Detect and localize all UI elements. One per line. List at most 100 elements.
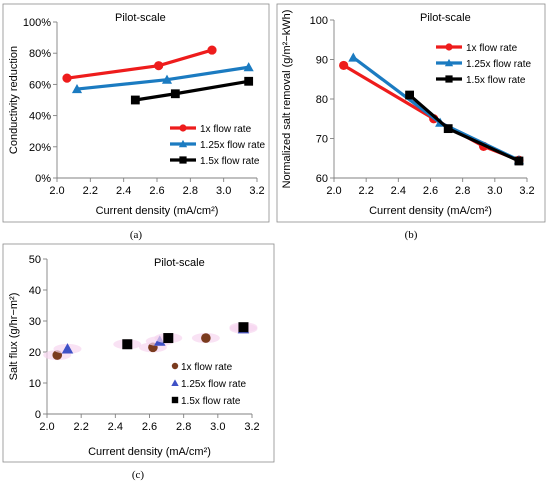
data-point xyxy=(244,76,254,86)
data-point xyxy=(405,90,414,100)
data-point xyxy=(201,333,211,343)
panel-a-frame xyxy=(2,3,270,223)
legend-entry: 1.25x flow rate xyxy=(436,58,531,70)
data-point xyxy=(443,124,453,134)
x-tick-label: 3.0 xyxy=(487,185,502,197)
x-tick-label: 2.2 xyxy=(359,185,374,197)
x-tick-label: 2.6 xyxy=(423,185,438,197)
x-tick-label: 2.0 xyxy=(49,185,64,197)
legend-marker xyxy=(171,396,179,404)
series-2 xyxy=(71,62,254,94)
legend-marker xyxy=(445,75,453,83)
y-tick-label: 40% xyxy=(29,111,51,123)
legend-label: 1.25x flow rate xyxy=(181,379,246,390)
x-tick-label: 3.0 xyxy=(210,421,225,433)
x-tick-label: 3.2 xyxy=(519,185,534,197)
data-point xyxy=(61,343,74,354)
data-point xyxy=(514,156,524,166)
chart-title: Pilot-scale xyxy=(420,12,471,24)
x-tick-label: 3.0 xyxy=(216,185,231,197)
x-tick-label: 2.2 xyxy=(74,421,89,433)
chart-title: Pilot-scale xyxy=(154,257,205,269)
legend-marker xyxy=(171,379,179,386)
panel-a: (a) 2.0 2.2 2.4 2.6 2.8 3.0 3.2 0% 20% 40% 60% 80% 1… xyxy=(2,3,270,241)
legend-marker xyxy=(179,124,187,132)
x-tick-label: 2.2 xyxy=(83,185,98,197)
y-tick-label: 10 xyxy=(29,378,41,390)
y-tick-label: 80% xyxy=(29,48,51,60)
data-point xyxy=(154,61,164,71)
x-tick-label: 2.8 xyxy=(183,185,198,197)
data-point xyxy=(339,60,349,71)
y-tick-label: 20 xyxy=(29,347,41,359)
y-tick-label: 40 xyxy=(29,285,41,297)
legend-label: 1.5x flow rate xyxy=(200,156,260,167)
x-tick-label: 2.8 xyxy=(455,185,470,197)
legend-label: 1.25x flow rate xyxy=(466,59,531,70)
x-tick-label: 2.0 xyxy=(39,421,54,433)
series-1 xyxy=(62,45,217,83)
legend-marker xyxy=(179,156,187,164)
x-tick-label: 2.0 xyxy=(326,185,341,197)
series-3 xyxy=(113,322,258,350)
x-axis-label: Current density (mA/cm²) xyxy=(88,446,211,458)
legend-entry: 1.5x flow rate xyxy=(170,156,260,167)
legend-label: 1.5x flow rate xyxy=(181,396,241,407)
data-point xyxy=(62,73,72,83)
y-tick-label: 60 xyxy=(316,173,328,185)
legend-label: 1x flow rate xyxy=(181,362,233,373)
legend-entry: 1.25x flow rate xyxy=(171,379,246,390)
x-tick-label: 3.2 xyxy=(249,185,264,197)
legend-entry: 1x flow rate xyxy=(170,124,252,135)
legend-entry: 1.25x flow rate xyxy=(170,139,265,151)
x-tick-label: 2.4 xyxy=(391,185,406,197)
x-axis-label: Current density (mA/cm²) xyxy=(369,205,492,217)
x-axis-label: Current density (mA/cm²) xyxy=(96,205,219,217)
legend-label: 1x flow rate xyxy=(466,43,518,54)
legend-marker xyxy=(444,58,454,67)
x-tick-label: 2.6 xyxy=(142,421,157,433)
x-tick-label: 3.2 xyxy=(244,421,259,433)
panel-b: (b) 2.0 2.2 2.4 2.6 2.8 3.0 3.2 60 70 80 90 100 Pilo… xyxy=(276,3,546,241)
legend-marker xyxy=(171,362,179,370)
x-tick-label: 2.4 xyxy=(116,185,131,197)
panel-a-caption: (a) xyxy=(130,229,143,241)
y-tick-label: 0% xyxy=(35,173,51,185)
data-point xyxy=(130,95,140,105)
y-tick-label: 90 xyxy=(316,55,328,67)
legend-marker xyxy=(445,43,453,51)
y-axis-label: Salt flux (g/hr−m²) xyxy=(8,293,20,381)
panel-b-frame xyxy=(276,3,546,223)
data-point xyxy=(207,45,217,55)
legend-label: 1.25x flow rate xyxy=(200,140,265,151)
panel-c-caption: (c) xyxy=(132,469,145,481)
x-tick-label: 2.8 xyxy=(176,421,191,433)
data-point xyxy=(238,322,249,333)
legend-entry: 1x flow rate xyxy=(171,362,233,373)
x-tick-label: 2.4 xyxy=(108,421,123,433)
legend-label: 1.5x flow rate xyxy=(466,75,526,86)
data-point xyxy=(163,333,174,344)
series-3 xyxy=(405,90,524,166)
legend-entry: 1x flow rate xyxy=(436,43,518,54)
panel-c: (c) 2.0 2.2 2.4 2.6 2.8 3.0 3.2 0 10 20 30 40 50 Pilo… xyxy=(2,243,275,481)
y-axis-label: Normalized salt removal (g/m²−kWh) xyxy=(281,10,293,189)
data-point xyxy=(71,84,83,94)
y-tick-label: 80 xyxy=(316,94,328,106)
data-point xyxy=(161,74,173,84)
y-axis-label: Conductivity reduction xyxy=(8,46,20,154)
y-tick-label: 100 xyxy=(310,15,328,27)
y-tick-label: 20% xyxy=(29,142,51,154)
y-tick-label: 60% xyxy=(29,79,51,91)
legend-marker xyxy=(178,139,188,148)
data-point xyxy=(122,339,133,350)
x-tick-label: 2.6 xyxy=(149,185,164,197)
y-tick-label: 30 xyxy=(29,316,41,328)
chart-title: Pilot-scale xyxy=(115,12,166,24)
y-tick-label: 0 xyxy=(35,409,41,421)
data-point xyxy=(348,52,359,62)
legend-entry: 1.5x flow rate xyxy=(436,75,526,86)
series-3 xyxy=(130,76,254,105)
legend-entry: 1.5x flow rate xyxy=(171,396,241,407)
